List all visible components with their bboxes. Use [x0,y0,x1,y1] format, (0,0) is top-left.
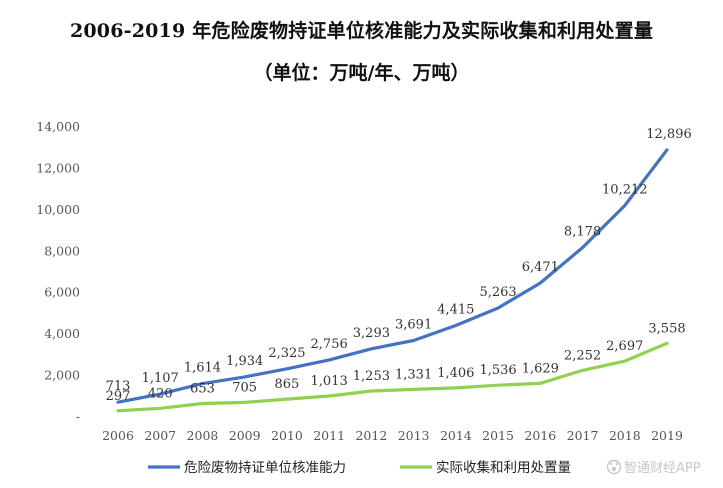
data-label-actual: 653 [190,381,215,396]
x-tick-label: 2014 [440,428,472,443]
data-label-actual: 2,697 [606,339,643,354]
series-line-capacity [116,148,669,404]
x-tick-label: 2009 [229,428,261,443]
data-label-capacity: 10,212 [602,182,648,197]
data-label-capacity: 3,691 [395,318,432,333]
x-tick-label: 2011 [313,428,345,443]
data-label-capacity: 3,293 [353,326,390,341]
data-label-capacity: 1,614 [184,361,221,376]
data-label-capacity: 1,934 [226,354,263,369]
x-tick-label: 2010 [271,428,303,443]
data-label-actual: 420 [148,386,173,401]
x-tick-label: 2012 [355,428,387,443]
data-label-capacity: 2,325 [268,346,305,361]
data-label-capacity: 713 [106,379,131,394]
data-label-actual: 1,253 [353,369,390,384]
series-lines [116,148,669,413]
data-label-capacity: 12,896 [646,127,692,142]
legend: 危险废物持证单位核准能力 实际收集和利用处置量 [148,460,571,476]
chart-subtitle: （单位：万吨/年、万吨） [253,62,470,84]
x-tick-label: 2013 [398,428,430,443]
y-tick-label: 14,000 [36,119,80,134]
data-label-capacity: 6,471 [522,260,559,275]
data-label-actual: 297 [106,389,131,404]
data-label-capacity: 1,107 [142,371,179,386]
x-tick-label: 2017 [567,428,599,443]
data-label-capacity: 4,415 [437,303,474,318]
data-label-actual: 1,331 [395,367,432,382]
x-tick-label: 2008 [187,428,219,443]
data-label-actual: 1,536 [479,363,516,378]
data-label-actual: 1,406 [437,366,474,381]
x-tick-label: 2015 [482,428,514,443]
data-label-capacity: 5,263 [479,285,516,300]
chart-title: 2006-2019 年危险废物持证单位核准能力及实际收集和利用处置量 [69,20,654,42]
watermark-text: 智通财经APP [624,461,701,476]
data-label-actual: 1,013 [311,374,348,389]
legend-label: 实际收集和利用处置量 [436,460,571,476]
watermark: 智通财经APP [606,459,701,476]
x-axis: 2006 2007 2008 2009 2010 2011 2012 2013 2014 2015… [102,428,683,443]
data-label-actual: 1,629 [522,361,559,376]
y-tick-label: - [76,409,80,424]
data-label-actual: 3,558 [648,321,685,336]
y-tick-label: 8,000 [44,243,80,258]
paw-logo-icon [606,459,622,475]
x-tick-label: 2006 [102,428,134,443]
y-tick-label: 4,000 [44,326,80,341]
data-label-actual: 2,252 [564,348,601,363]
legend-item-capacity: 危险废物持证单位核准能力 [148,460,346,476]
series-line-actual [116,341,669,413]
x-tick-label: 2019 [651,428,683,443]
legend-label: 危险废物持证单位核准能力 [184,460,346,476]
data-label-capacity: 2,756 [311,337,348,352]
y-axis: - 2,000 4,000 6,000 8,000 10,000 12,000 14,000 [36,119,80,424]
data-label-capacity: 8,178 [564,225,601,240]
y-tick-label: 10,000 [36,202,80,217]
y-tick-label: 6,000 [44,285,80,300]
data-label-actual: 705 [232,380,257,395]
legend-item-actual: 实际收集和利用处置量 [400,460,571,476]
x-tick-label: 2007 [144,428,176,443]
data-label-actual: 865 [275,377,300,392]
y-tick-label: 2,000 [44,368,80,383]
data-labels: 713 1,107 1,614 1,934 2,325 2,756 3,293 3,691 4,… [106,127,692,404]
x-tick-label: 2016 [524,428,556,443]
y-tick-label: 12,000 [36,160,80,175]
x-tick-label: 2018 [609,428,641,443]
